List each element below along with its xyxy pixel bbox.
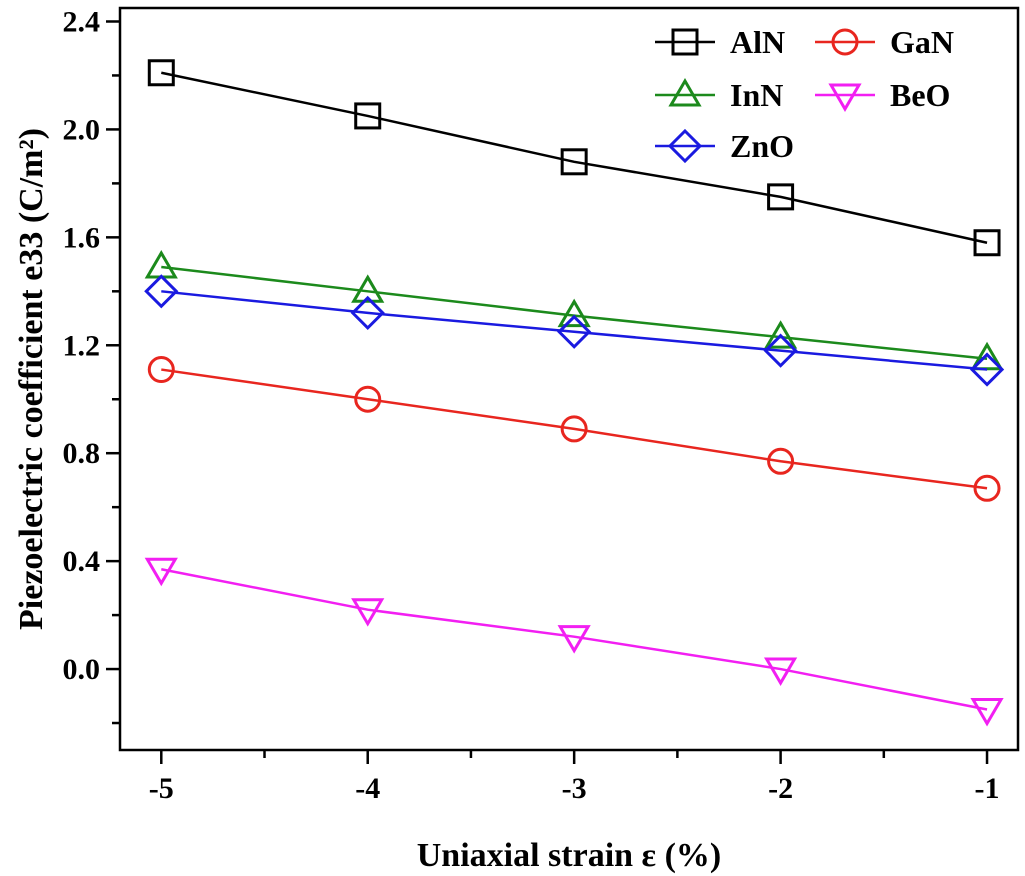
legend: AlN InN ZnO GaN BeO (655, 24, 954, 164)
series-inn (144, 250, 1004, 371)
series-line-zno (161, 290, 988, 371)
data-point-aln (354, 102, 382, 130)
data-point-inn (763, 320, 798, 349)
legend-marker (831, 28, 859, 56)
legend-item-inn: InN (655, 77, 783, 113)
y-tick-label: 1.2 (63, 329, 101, 362)
legend-marker (671, 28, 699, 56)
legend-marker (667, 128, 703, 164)
legend-item-gan: GaN (815, 24, 954, 60)
plot-area (144, 59, 1005, 727)
series-aln (147, 59, 1001, 257)
legend-item-beo: BeO (815, 77, 950, 113)
plot-frame (118, 6, 1020, 752)
series-zno (144, 274, 1005, 387)
data-point-aln (147, 59, 175, 87)
x-axis-title: Uniaxial strain ε (%) (417, 837, 721, 874)
data-point-beo (351, 598, 385, 627)
data-point-gan (973, 474, 1001, 502)
legend-marker (828, 83, 862, 112)
legend-label: BeO (890, 77, 950, 113)
x-axis: -5 -4 -3 -2 -1 (149, 750, 1000, 805)
legend-label: GaN (890, 24, 954, 60)
y-tick-label: 2.4 (63, 5, 101, 38)
x-tick-label: -4 (355, 772, 380, 805)
y-tick-label: 2.0 (63, 113, 101, 146)
data-point-zno (557, 314, 592, 349)
legend-item-aln: AlN (655, 24, 785, 60)
data-point-zno (763, 333, 798, 368)
data-point-beo (557, 625, 591, 654)
data-point-gan (560, 415, 588, 443)
y-axis-title: Piezoelectric coefficient e33 (C/m²) (13, 128, 50, 630)
data-point-inn (144, 250, 178, 279)
data-point-aln (973, 229, 1001, 257)
data-point-inn (557, 298, 591, 328)
x-tick-label: -1 (975, 772, 1000, 805)
x-tick-label: -2 (768, 772, 793, 805)
data-point-beo (763, 657, 798, 687)
data-point-aln (767, 183, 795, 211)
data-point-gan (767, 447, 795, 475)
data-point-beo (144, 557, 178, 587)
data-point-beo (970, 698, 1004, 727)
series-gan (147, 356, 1001, 502)
y-tick-label: 0.0 (63, 653, 101, 686)
data-point-gan (354, 385, 382, 413)
x-tick-label: -3 (562, 772, 587, 805)
legend-label: AlN (730, 24, 785, 60)
data-point-zno (969, 352, 1005, 387)
legend-label: ZnO (730, 128, 794, 164)
series-beo (144, 557, 1004, 727)
y-tick-label: 1.6 (63, 221, 101, 254)
data-point-inn (351, 274, 385, 303)
series-line-aln (161, 71, 988, 244)
series-line-beo (161, 567, 988, 711)
y-tick-label: 0.4 (63, 545, 101, 578)
y-axis: 0.0 0.4 0.8 1.2 1.6 2.0 2.4 (63, 5, 120, 725)
x-tick-label: -5 (149, 772, 174, 805)
data-point-aln (560, 148, 588, 176)
data-point-gan (147, 356, 175, 384)
legend-label: InN (730, 77, 783, 113)
series-line-gan (161, 368, 988, 490)
data-point-zno (144, 274, 179, 309)
legend-marker (668, 78, 702, 107)
data-point-zno (350, 295, 385, 331)
legend-item-zno: ZnO (655, 128, 794, 164)
y-tick-label: 0.8 (63, 437, 101, 470)
